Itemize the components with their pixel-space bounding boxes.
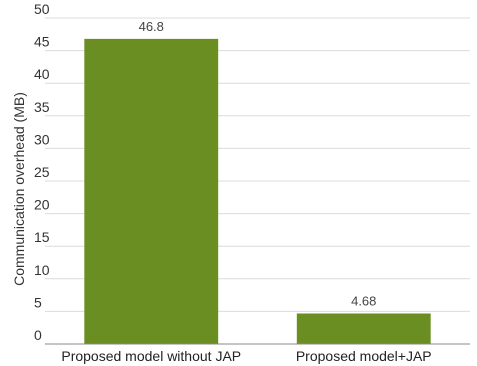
bar-data-label: 4.68 — [351, 293, 376, 308]
y-tick-label: 45 — [34, 34, 50, 50]
y-tick-label: 5 — [34, 294, 42, 310]
x-category-label: Proposed model+JAP — [296, 348, 432, 364]
y-tick-label: 30 — [34, 131, 50, 147]
bar-data-label: 46.8 — [139, 19, 164, 34]
x-category-label: Proposed model without JAP — [61, 348, 241, 364]
y-tick-label: 40 — [34, 66, 50, 82]
y-tick-label: 15 — [34, 229, 50, 245]
bars — [84, 38, 431, 344]
y-tick-label: 20 — [34, 197, 50, 213]
y-axis-title: Communication overhead (MB) — [11, 92, 27, 286]
y-tick-label: 50 — [34, 1, 50, 17]
category-labels: Proposed model without JAP Proposed model… — [61, 348, 431, 364]
bar — [296, 313, 431, 344]
y-tick-label: 10 — [34, 262, 50, 278]
y-tick-label: 0 — [34, 327, 42, 343]
y-tick-label: 25 — [34, 164, 50, 180]
bar — [84, 38, 219, 344]
y-tick-label: 35 — [34, 99, 50, 115]
data-labels: 46.8 4.68 — [139, 19, 377, 309]
y-axis-ticks: 0 5 10 15 20 25 30 35 40 45 50 — [34, 1, 50, 343]
